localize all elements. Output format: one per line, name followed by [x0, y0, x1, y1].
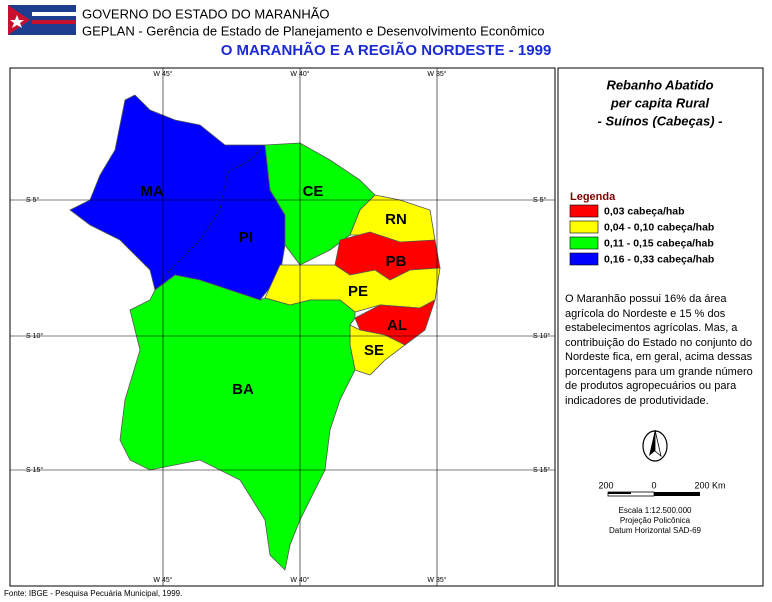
north-arrow [642, 429, 668, 462]
legend-swatch [569, 204, 599, 218]
longitude-label: W 45° [153, 576, 172, 584]
latitude-label: S 10° [533, 332, 550, 340]
state-label: PE [348, 283, 368, 300]
map-info-line: Datum Horizontal SAD-69 [609, 526, 702, 535]
latitude-label: S 10° [26, 332, 43, 340]
state-label: SE [364, 342, 384, 359]
panel-title-line: - Suínos (Cabeças) - [598, 113, 723, 128]
map-info: Escala 1:12.500.000 Projeção Policônica … [609, 506, 702, 535]
panel-title-line: per capita Rural [610, 95, 710, 110]
state-label: PB [386, 253, 407, 270]
state-label: RN [385, 211, 407, 228]
source: Fonte: IBGE - Pesquisa Pecuária Municipa… [4, 589, 182, 598]
panel-title: Rebanho Abatido per capita Rural - Suíno… [598, 77, 723, 128]
legend-panel [557, 67, 764, 587]
legend-swatch [569, 252, 599, 266]
state-ba [119, 274, 356, 571]
scale-bar [607, 491, 700, 497]
longitude-label: W 40° [290, 70, 309, 78]
scale-label: 200 Km [694, 480, 725, 490]
state-labels: MA PI CE RN PB PE AL SE BA [140, 183, 407, 398]
latitude-label: S 15° [533, 466, 550, 474]
scale-label: 0 [651, 480, 656, 490]
state-label: PI [239, 229, 253, 246]
longitude-label: W 40° [290, 576, 309, 584]
scale-labels: 200 0 200 Km [598, 480, 725, 490]
state-label: AL [387, 317, 407, 334]
legend-title: Legenda [570, 191, 616, 203]
logo [8, 5, 76, 35]
map-info-line: Projeção Policônica [620, 516, 691, 525]
legend-label: 0,16 - 0,33 cabeça/hab [604, 253, 714, 265]
state-border [154, 144, 266, 291]
description: O Maranhão possui 16% da área agrícola d… [565, 293, 753, 407]
state-label: MA [140, 183, 163, 200]
states [69, 94, 441, 571]
longitude-label: W 35° [427, 70, 446, 78]
legend: 0,03 cabeça/hab 0,04 - 0,10 cabeça/hab 0,1… [569, 204, 714, 266]
scale-label: 200 [598, 480, 613, 490]
legend-swatch [569, 236, 599, 250]
legend-label: 0,03 cabeça/hab [604, 205, 685, 217]
legend-label: 0,11 - 0,15 cabeça/hab [604, 237, 714, 249]
map-info-line: Escala 1:12.500.000 [619, 506, 692, 515]
legend-swatch [569, 220, 599, 234]
latitude-label: S 5° [533, 196, 547, 204]
state-label: CE [303, 183, 324, 200]
grid-labels: W 45° W 40° W 35° W 45° W 40° W 35° S 5°… [26, 70, 550, 584]
header-line: GOVERNO DO ESTADO DO MARANHÃO [82, 6, 330, 21]
latitude-label: S 5° [26, 196, 40, 204]
longitude-label: W 45° [153, 70, 172, 78]
graticule [10, 68, 555, 586]
legend-label: 0,04 - 0,10 cabeça/hab [604, 221, 714, 233]
state-label: BA [232, 381, 254, 398]
panel-title-line: Rebanho Abatido [606, 77, 713, 92]
header-line: GEPLAN - Gerência de Estado de Planejame… [82, 23, 544, 38]
map-title: O MARANHÃO E A REGIÃO NORDESTE - 1999 [221, 41, 552, 59]
longitude-label: W 35° [427, 576, 446, 584]
latitude-label: S 15° [26, 466, 43, 474]
